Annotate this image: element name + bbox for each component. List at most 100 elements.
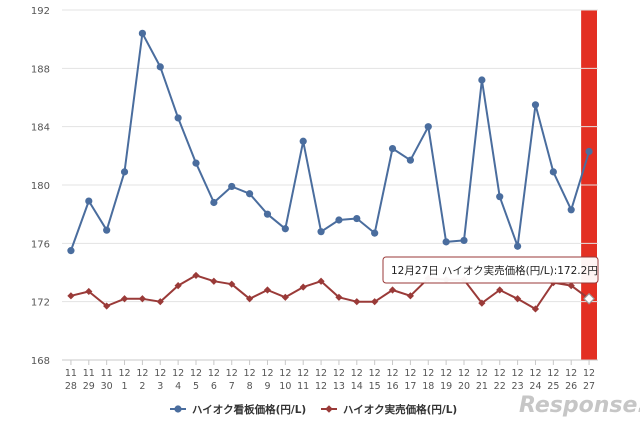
x-tick-label-month: 11: [101, 368, 113, 379]
data-point[interactable]: [138, 295, 146, 303]
data-point[interactable]: [192, 271, 200, 280]
data-point[interactable]: [406, 156, 414, 164]
x-tick-label-month: 12: [547, 368, 559, 379]
data-point[interactable]: [335, 293, 343, 301]
x-tick-label-day: 20: [458, 381, 470, 392]
data-point[interactable]: [460, 236, 468, 245]
x-tick-label-month: 11: [65, 368, 77, 379]
x-tick-label-month: 12: [136, 368, 148, 379]
x-tick-label-day: 18: [422, 381, 434, 392]
data-point[interactable]: [335, 216, 343, 224]
x-tick-label-day: 22: [494, 381, 506, 392]
x-tick-label-day: 2: [139, 381, 145, 392]
data-point[interactable]: [317, 228, 325, 236]
data-point[interactable]: [371, 298, 379, 306]
data-point[interactable]: [281, 225, 289, 233]
data-point[interactable]: [174, 114, 182, 122]
data-point[interactable]: [496, 193, 504, 201]
y-tick-label: 168: [31, 356, 50, 367]
data-point[interactable]: [371, 229, 379, 237]
data-point[interactable]: [228, 280, 236, 288]
legend-item-0[interactable]: ハイオク看板価格(円/L): [170, 403, 306, 416]
data-point[interactable]: [388, 286, 397, 294]
x-tick-label-month: 11: [83, 368, 95, 379]
x-tick-label-day: 24: [529, 381, 541, 392]
data-point[interactable]: [549, 168, 557, 176]
x-tick-label-day: 21: [476, 381, 488, 392]
data-point[interactable]: [424, 123, 432, 131]
data-point[interactable]: [228, 182, 236, 191]
data-point[interactable]: [442, 238, 450, 246]
y-tick-label: 192: [31, 6, 50, 17]
data-point[interactable]: [192, 159, 200, 167]
data-point[interactable]: [156, 63, 164, 71]
x-tick-label-day: 11: [297, 381, 309, 392]
data-point[interactable]: [103, 302, 111, 310]
watermark-text: Response.: [519, 393, 640, 418]
x-tick-label-month: 12: [583, 368, 595, 379]
x-tick-label-month: 12: [494, 368, 506, 379]
data-point[interactable]: [353, 214, 361, 223]
data-point[interactable]: [210, 277, 218, 285]
data-point[interactable]: [531, 101, 540, 109]
x-tick-label-month: 12: [351, 368, 363, 379]
series-0: [67, 29, 593, 255]
x-tick-label-day: 4: [175, 381, 181, 392]
data-point[interactable]: [246, 190, 254, 198]
data-point[interactable]: [210, 198, 218, 207]
x-tick-label-month: 12: [226, 368, 238, 379]
data-point[interactable]: [478, 299, 486, 307]
data-point[interactable]: [85, 287, 93, 296]
data-point[interactable]: [156, 298, 164, 306]
data-point[interactable]: [263, 210, 272, 218]
x-tick-label-day: 28: [65, 381, 77, 392]
series-line: [69, 32, 591, 251]
data-point[interactable]: [67, 247, 75, 255]
data-point[interactable]: [567, 206, 575, 214]
x-tick-label-month: 12: [261, 368, 273, 379]
x-tick-label-month: 12: [172, 368, 184, 379]
data-point[interactable]: [120, 168, 129, 176]
data-point[interactable]: [514, 295, 522, 303]
x-tick-label-month: 12: [315, 368, 327, 379]
data-point[interactable]: [496, 286, 504, 294]
data-point[interactable]: [120, 295, 129, 303]
x-tick-label-month: 12: [529, 368, 541, 379]
data-point[interactable]: [299, 283, 307, 291]
x-tick-label-month: 12: [369, 368, 381, 379]
data-point[interactable]: [246, 295, 254, 303]
x-tick-label-day: 25: [547, 381, 559, 392]
y-tick-label: 184: [31, 123, 50, 134]
data-point[interactable]: [317, 277, 325, 285]
data-point[interactable]: [406, 292, 414, 300]
data-point[interactable]: [585, 147, 593, 156]
data-point[interactable]: [174, 282, 182, 290]
data-point[interactable]: [478, 76, 486, 84]
data-point[interactable]: [353, 298, 361, 306]
data-point[interactable]: [138, 29, 146, 37]
data-point[interactable]: [85, 197, 93, 205]
x-tick-label-month: 12: [118, 368, 130, 379]
data-point[interactable]: [103, 226, 111, 234]
data-point[interactable]: [388, 144, 397, 153]
x-tick-label-month: 12: [154, 368, 166, 379]
y-tick-label: 180: [31, 181, 50, 192]
y-tick-label: 188: [31, 64, 50, 75]
legend-marker: [325, 405, 333, 413]
legend-item-1[interactable]: ハイオク実売価格(円/L): [321, 403, 457, 416]
x-tick-label-month: 12: [244, 368, 256, 379]
data-point[interactable]: [567, 282, 575, 290]
x-tick-label-day: 16: [386, 381, 398, 392]
data-point[interactable]: [531, 305, 540, 313]
data-point[interactable]: [67, 292, 75, 300]
data-point[interactable]: [514, 242, 522, 250]
legend-label: ハイオク看板価格(円/L): [192, 403, 306, 416]
series-1: [67, 271, 595, 313]
x-tick-label-month: 12: [208, 368, 220, 379]
data-point[interactable]: [281, 293, 289, 301]
data-point[interactable]: [263, 286, 272, 294]
response-watermark: Response.: [519, 393, 640, 418]
data-point[interactable]: [299, 137, 307, 145]
data-point[interactable]: [583, 292, 595, 305]
